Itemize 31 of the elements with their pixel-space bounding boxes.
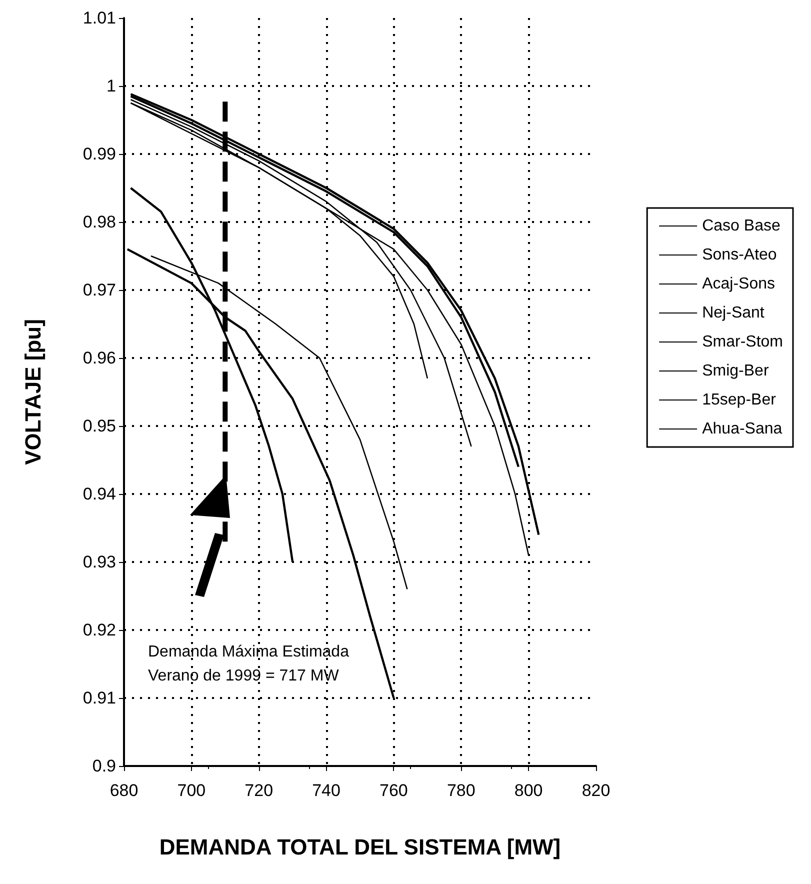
y-tick-label: 1.01 [82,8,116,28]
legend-label: Nej-Sant [702,304,765,322]
legend-label: Acaj-Sons [702,276,776,292]
x-axis-title: DEMANDA TOTAL DEL SISTEMA [MW] [159,834,561,860]
legend-label: Ahua-Sana [702,420,782,438]
x-tick-label: 700 [177,781,206,800]
y-tick-label: 0.9 [92,756,116,776]
y-axis-title: VOLTAJE [pu] [20,319,46,465]
x-tick-label: 760 [380,781,408,800]
annotation: Demanda Máxima Estimada Verano de 1999 = 717 MW [148,644,350,684]
y-tick-label: 0.93 [82,552,116,572]
x-tick-label: 820 [582,781,610,800]
legend-label: Smig-Ber [702,362,770,380]
y-tick-label: 1 [106,76,116,96]
legend-label: Smar-Stom [702,334,784,350]
x-tick-label: 680 [110,781,138,800]
legend-label: Sons-Ateo [702,246,777,264]
y-tick-label: 0.96 [82,348,116,368]
legend-label: Caso Base [702,218,780,234]
y-tick-label: 0.95 [82,416,116,436]
x-tick-label: 740 [312,781,340,800]
x-tick-label: 780 [446,781,476,800]
y-tick-label: 0.94 [82,484,116,504]
y-tick-label: 0.99 [82,144,116,164]
y-tick-label: 0.92 [82,620,116,640]
y-tick-label: 0.97 [82,280,116,300]
y-tick-label: 0.98 [82,212,116,232]
legend-label: 15sep-Ber [702,392,777,408]
y-tick-label: 0.91 [82,688,116,708]
x-tick-label: 800 [514,781,543,800]
x-tick-label: 720 [244,781,274,800]
